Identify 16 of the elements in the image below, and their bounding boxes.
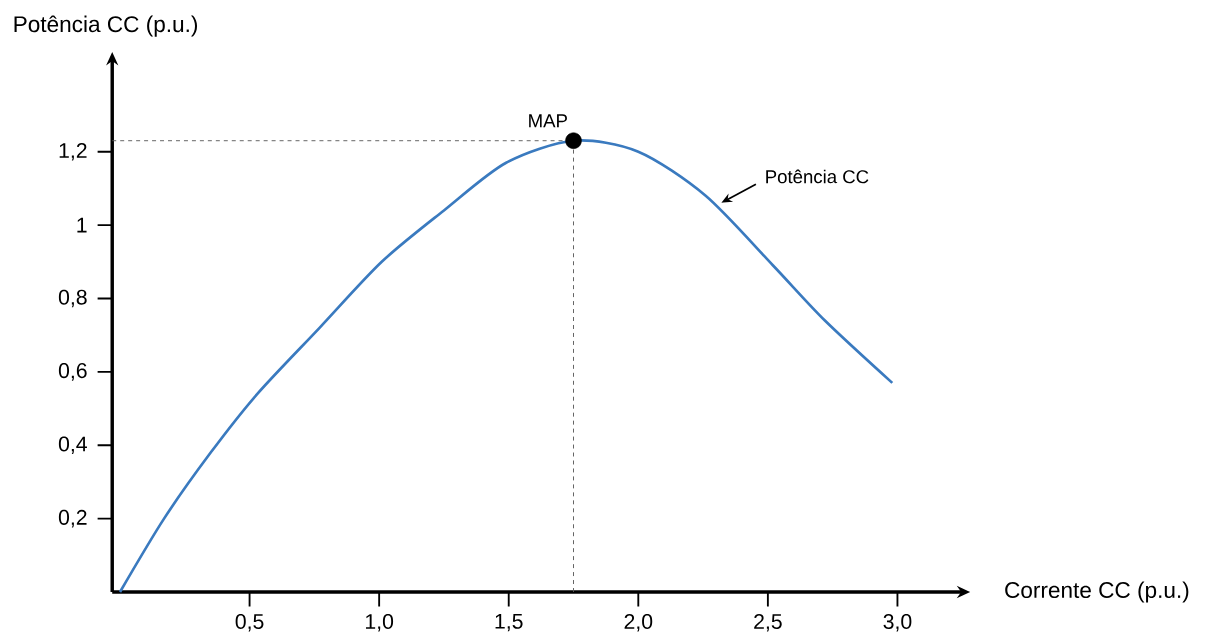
annotation: MAP [529, 114, 567, 128]
y-axis-title: Potência CC (p.u.) [14, 15, 198, 37]
x-tick-label: 2,0 [624, 613, 653, 632]
y-tick-label: 0,8 [58, 289, 87, 308]
x-axis-title: Corrente CC (p.u.) [1005, 581, 1189, 603]
annotation: Potência CC [766, 169, 869, 184]
x-tick-label: 3,0 [883, 613, 912, 632]
y-tick-label: 1 [77, 217, 87, 233]
x-tick-label: 0,5 [235, 613, 264, 632]
y-tick-label: 0,2 [58, 509, 87, 528]
x-tick-label: 1,5 [495, 613, 523, 632]
y-tick-label: 0,4 [58, 436, 87, 455]
y-tick-label: 1,2 [59, 142, 87, 161]
x-tick-label: 2,5 [754, 613, 782, 632]
y-tick-label: 0,6 [58, 363, 87, 381]
x-tick-label: 1,0 [366, 613, 394, 632]
